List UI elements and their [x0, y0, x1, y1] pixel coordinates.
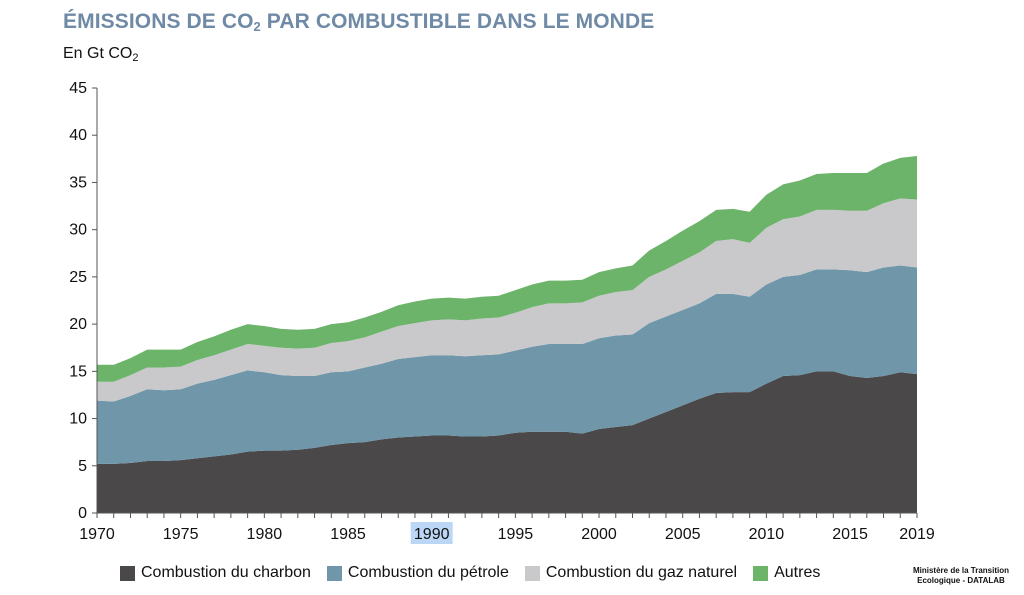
- unit-subscript: 2: [132, 52, 139, 64]
- y-tick-label: 25: [69, 269, 87, 286]
- legend-item-gaz: Combustion du gaz naturel: [524, 564, 738, 582]
- title-main: ÉMISSIONS DE CO: [63, 10, 254, 33]
- series-area-autres: [97, 156, 917, 382]
- axes: 0 5 10 15 20 25 30 35 40 45 1970 1975 1980 1985 1990 19…: [69, 80, 935, 544]
- legend-swatch-gaz: [524, 565, 540, 581]
- legend-label-charbon: Combustion du charbon: [141, 564, 311, 581]
- legend-item-petrole: Combustion du pétrole: [326, 564, 509, 582]
- unit-main: En Gt CO: [63, 45, 133, 62]
- legend-swatch-charbon: [120, 565, 135, 581]
- y-tick-label: 0: [78, 505, 87, 522]
- x-tick-label: 1995: [498, 526, 534, 543]
- x-tick-highlight: [410, 522, 453, 544]
- x-tick-label: 2005: [665, 526, 701, 543]
- x-tick-label: 1990: [414, 526, 450, 543]
- legend-swatch-petrole: [326, 565, 342, 581]
- chart-title: ÉMISSIONS DE CO2 PAR COMBUSTIBLE DANS LE…: [63, 10, 654, 34]
- x-tick-label: 2015: [832, 526, 868, 543]
- y-tick-label: 5: [78, 458, 87, 475]
- y-tick-label: 15: [69, 363, 87, 380]
- x-tick-label: 2019: [899, 526, 935, 543]
- legend-item-autres: Autres: [753, 564, 820, 582]
- x-tick-label: 2010: [749, 526, 785, 543]
- source-line-2: Ecologique - DATALAB: [917, 576, 1005, 585]
- x-tick-label: 1980: [247, 526, 283, 543]
- title-subscript: 2: [253, 19, 261, 34]
- title-rest: PAR COMBUSTIBLE DANS LE MONDE: [260, 10, 655, 33]
- y-tick-label: 20: [69, 316, 87, 333]
- x-tick-label: 1985: [330, 526, 366, 543]
- series-area-petrole: [97, 265, 917, 464]
- y-tick-label: 40: [69, 127, 87, 144]
- source-credit: Ministère de la Transition Ecologique - …: [913, 566, 1009, 586]
- y-tick-label: 30: [69, 222, 87, 239]
- legend-label-petrole: Combustion du pétrole: [347, 564, 509, 581]
- y-axis-unit: En Gt CO2: [63, 45, 138, 64]
- series-area-gaz: [97, 198, 917, 402]
- legend-swatch-autres: [753, 565, 769, 581]
- series-area-charbon: [97, 371, 917, 513]
- x-tick-label: 2000: [581, 526, 617, 543]
- x-tick-label: 1975: [163, 526, 199, 543]
- legend-label-gaz: Combustion du gaz naturel: [545, 564, 738, 581]
- legend: Combustion du charbon Combustion du pétr…: [120, 564, 836, 582]
- source-line-1: Ministère de la Transition: [912, 566, 1009, 575]
- y-tick-label: 10: [69, 411, 87, 428]
- y-tick-label: 35: [69, 174, 87, 191]
- area-layers: [97, 156, 917, 513]
- legend-label-autres: Autres: [774, 564, 821, 581]
- y-tick-label: 45: [69, 80, 87, 97]
- x-tick-label: 1970: [79, 526, 115, 543]
- legend-item-charbon: Combustion du charbon: [120, 564, 311, 582]
